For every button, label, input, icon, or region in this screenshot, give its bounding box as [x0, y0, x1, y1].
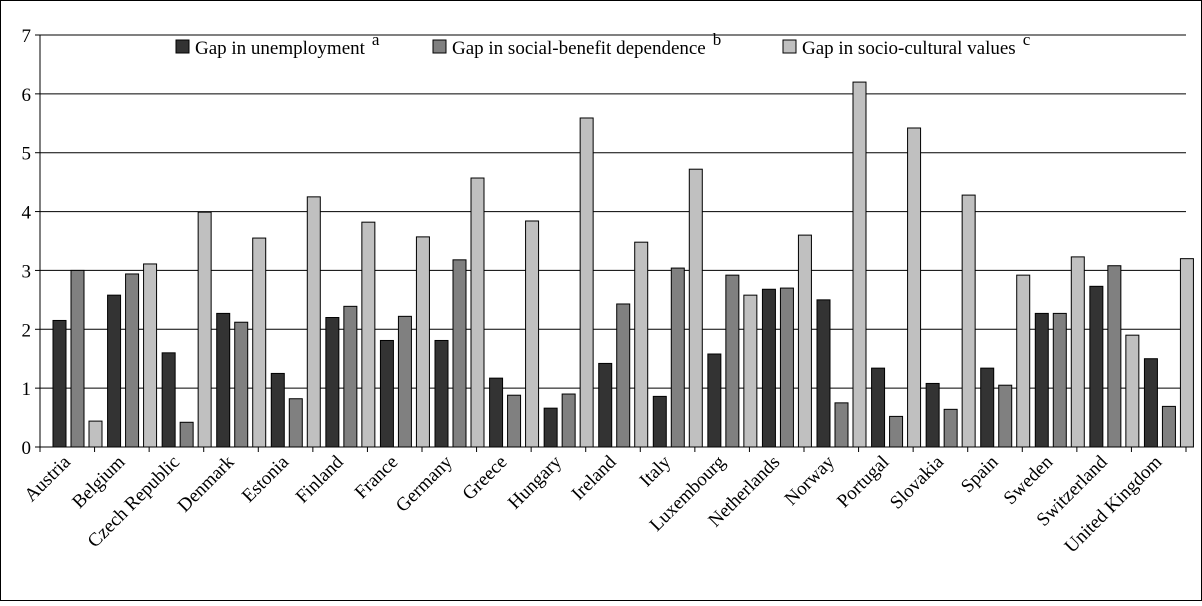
- bar-c: [525, 220, 540, 448]
- bar-c: [1070, 256, 1085, 448]
- legend-marker: c: [1023, 30, 1031, 49]
- bar-c: [252, 237, 267, 448]
- bar-b: [943, 408, 958, 448]
- bar-b: [561, 393, 576, 448]
- bar-c: [634, 241, 649, 448]
- bar-c: [961, 194, 976, 448]
- bar-b: [70, 269, 85, 448]
- bar-b: [507, 394, 522, 448]
- bar-c: [197, 211, 212, 448]
- bar-a: [489, 377, 504, 448]
- bar-c: [743, 294, 758, 448]
- y-tick-label: 4: [22, 203, 32, 224]
- bar-b: [343, 305, 358, 448]
- bar-c: [470, 177, 485, 448]
- bar-a: [543, 407, 558, 448]
- bar-b: [397, 315, 412, 448]
- legend: Gap in unemployment a Gap in social-benefi…: [175, 30, 1031, 59]
- bar-b: [452, 259, 467, 448]
- y-tick-label: 3: [22, 261, 32, 282]
- bar-b: [1052, 312, 1067, 448]
- bar-a: [1143, 358, 1158, 448]
- bar-c: [797, 234, 812, 448]
- bar-c: [1016, 274, 1031, 448]
- bar-c: [415, 236, 430, 448]
- legend-label: Gap in social-benefit dependence: [452, 38, 706, 59]
- bar-c: [852, 81, 867, 448]
- legend-marker: b: [713, 30, 722, 49]
- y-tick-label: 2: [22, 320, 32, 341]
- y-tick-label: 0: [22, 438, 32, 459]
- legend-swatch: [782, 39, 797, 54]
- gridlines: [40, 34, 1186, 389]
- bar-a: [1034, 312, 1049, 448]
- legend-swatch: [432, 39, 447, 54]
- bar-a: [270, 372, 285, 448]
- y-tick-label: 5: [22, 144, 32, 165]
- bar-b: [616, 303, 631, 448]
- legend-item: Gap in socio-cultural values c: [782, 30, 1031, 59]
- bar-c: [907, 127, 922, 448]
- bar-a: [652, 395, 667, 448]
- bar-b: [725, 274, 740, 448]
- y-tick-label: 1: [22, 379, 32, 400]
- bars: [52, 81, 1194, 448]
- bar-b: [889, 415, 904, 448]
- bar-b: [125, 273, 140, 448]
- bar-b: [670, 267, 685, 448]
- bar-a: [161, 352, 176, 448]
- legend-label: Gap in unemployment: [195, 38, 366, 59]
- bar-a: [598, 362, 613, 448]
- bar-a: [816, 299, 831, 448]
- legend-item: Gap in unemployment a: [175, 30, 380, 59]
- bar-b: [234, 321, 249, 448]
- y-tick-label: 7: [22, 26, 32, 47]
- bar-a: [325, 317, 340, 448]
- bar-c: [1179, 258, 1194, 448]
- bar-a: [925, 382, 940, 448]
- legend-swatch: [175, 39, 190, 54]
- bar-a: [980, 367, 995, 448]
- bar-a: [434, 339, 449, 448]
- bar-a: [107, 294, 122, 448]
- legend-label: Gap in socio-cultural values: [802, 38, 1016, 59]
- legend-marker: a: [372, 30, 380, 49]
- bar-a: [1089, 285, 1104, 448]
- bar-c: [1125, 334, 1140, 448]
- bar-b: [1161, 405, 1176, 448]
- bar-b: [1107, 265, 1122, 448]
- bar-a: [52, 319, 67, 448]
- bar-b: [179, 421, 194, 448]
- bar-c: [688, 168, 703, 448]
- bar-a: [707, 353, 722, 448]
- bar-c: [579, 117, 594, 448]
- bar-b: [288, 398, 303, 448]
- bar-a: [216, 312, 231, 448]
- bar-a: [379, 339, 394, 448]
- bar-c: [361, 221, 376, 448]
- bar-c: [306, 196, 321, 448]
- legend-item: Gap in social-benefit dependence b: [432, 30, 722, 59]
- bar-b: [998, 384, 1013, 448]
- bar-a: [761, 288, 776, 448]
- y-tick-label: 6: [22, 85, 32, 106]
- bar-b: [779, 287, 794, 448]
- bar-c: [143, 263, 158, 448]
- bar-c: [88, 420, 103, 448]
- bar-a: [871, 367, 886, 448]
- bar-b: [834, 402, 849, 448]
